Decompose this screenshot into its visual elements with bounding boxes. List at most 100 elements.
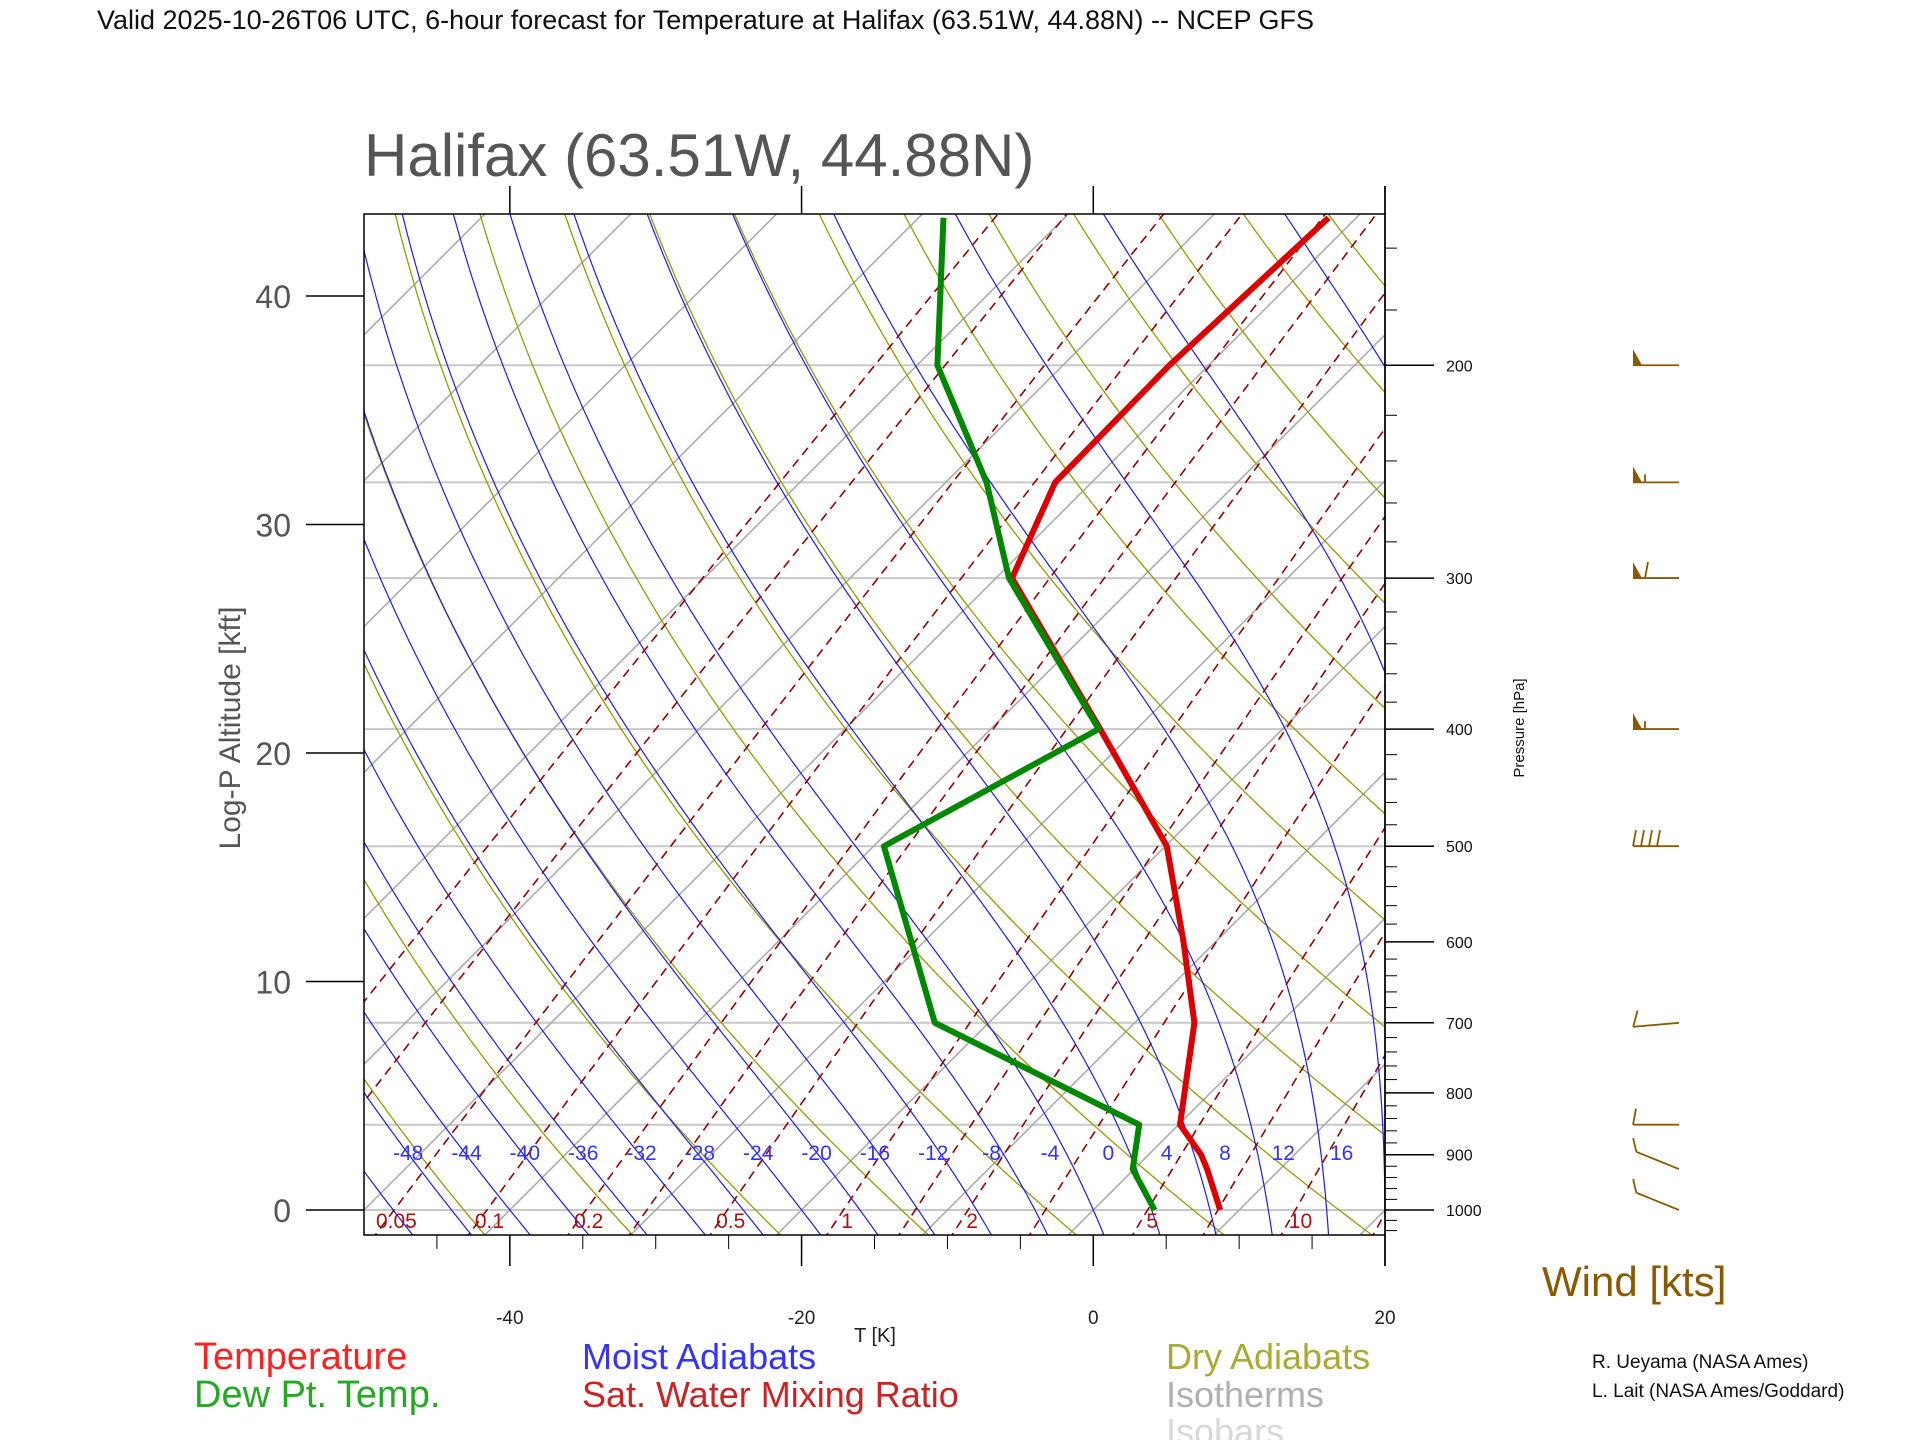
dry-adiabat-line: [648, 214, 1385, 1136]
mixing-ratio-line: [566, 214, 1327, 1235]
dry-adiabat-line: [1801, 178, 1920, 1241]
mixing-ratio-line: [1131, 826, 1385, 1235]
wind-barb-pennant: [1633, 562, 1642, 579]
mixing-ratio-line: [364, 214, 1068, 1103]
pressure-tick-label: 600: [1446, 935, 1473, 952]
isotherm-line: [0, 178, 375, 1241]
dry-adiabat-line: [988, 214, 1385, 710]
y-tick-label: 30: [255, 508, 291, 544]
moist-adiabat-label: 4: [1161, 1142, 1173, 1165]
y-tick-label: 10: [255, 965, 291, 1001]
mixing-ratio-line: [1536, 178, 1920, 1241]
moist-adiabat-line: [0, 178, 299, 1241]
moist-adiabat-line: [364, 648, 764, 1235]
moist-adiabat-line: [364, 537, 822, 1235]
mixing-ratio-line: [1438, 178, 1920, 1241]
pressure-tick-label: 300: [1446, 571, 1473, 588]
moist-adiabat-line: [833, 214, 1330, 1235]
isotherm-line: [921, 771, 1385, 1235]
moist-adiabat-label: -48: [393, 1142, 423, 1165]
moist-adiabat-line: [1612, 178, 1739, 1241]
moist-adiabat-line: [1102, 214, 1385, 675]
isotherm-line: [364, 214, 1070, 920]
dry-adiabat-line: [364, 1077, 486, 1235]
mixing-ratio-line: [951, 582, 1385, 1235]
mixing-ratio-label: 0.1: [475, 1210, 504, 1233]
mixing-ratio-line: [1028, 683, 1385, 1235]
mixing-ratio-line: [825, 427, 1385, 1235]
moist-adiabat-label: -20: [801, 1142, 831, 1165]
mixing-ratio-line: [897, 515, 1385, 1235]
axis-labels: -48 -44 -40 -36 -32 -28 -24 -20 -16 -12 -8 -4 0 4 8 12 1…: [255, 279, 1481, 1329]
legend-dewpoint: Dew Pt. Temp.: [194, 1374, 440, 1416]
isotherm-line: [364, 214, 778, 628]
wind-barb-shaft: [1636, 1191, 1680, 1211]
isotherm-line: [364, 214, 924, 774]
dry-adiabat-line: [364, 411, 930, 1235]
dewpoint-line: [880, 217, 1158, 1212]
x-tick-label: -40: [496, 1308, 523, 1329]
dry-adiabat-line: [479, 214, 1226, 1235]
mixing-ratio-line: [628, 214, 1378, 1235]
pressure-tick-label: 500: [1446, 839, 1473, 856]
wind-barb-pennant: [1633, 466, 1642, 483]
isotherm-line: [775, 625, 1385, 1235]
legend-dry-adiabats: Dry Adiabats: [1166, 1336, 1370, 1377]
moist-adiabat-label: -8: [982, 1142, 1001, 1165]
wind-barb: [1633, 713, 1679, 730]
temperature-line: [1009, 215, 1331, 1211]
isotherm-line: [1646, 178, 1920, 1241]
moist-adiabat-label: -44: [451, 1142, 482, 1165]
wind-barb: [1633, 349, 1679, 367]
dry-adiabat-line: [1385, 178, 1920, 1241]
isotherm-line: [629, 479, 1385, 1235]
moist-adiabat-label: -16: [860, 1142, 890, 1165]
pressure-tick-label: 200: [1446, 358, 1473, 375]
moist-adiabat-line: [364, 748, 707, 1235]
isotherm-line: [0, 178, 229, 1241]
wind-barb-pennant: [1633, 713, 1642, 730]
mixing-ratio-label: 0.05: [376, 1210, 417, 1233]
wind-barb: [1632, 1108, 1679, 1126]
moist-adiabat-line: [401, 214, 993, 1235]
dry-adiabat-line: [1551, 178, 1920, 1241]
dry-adiabat-line: [364, 662, 782, 1235]
isotherm-line: [1358, 1208, 1385, 1235]
isotherm-line: [483, 333, 1385, 1235]
isotherm-line: [1500, 178, 1920, 1241]
moist-adiabat-label: -32: [626, 1142, 656, 1165]
moist-adiabat-line: [364, 1091, 473, 1235]
wind-barb-full: [1632, 1010, 1639, 1028]
mixing-ratio-line: [374, 214, 1165, 1235]
moist-adiabat-label: -36: [568, 1142, 598, 1165]
moist-adiabat-label: -40: [510, 1142, 540, 1165]
y-axis-label: Log-P Altitude [kft]: [214, 607, 247, 850]
plot-frame: [363, 213, 1386, 1236]
mixing-ratio-label: 10: [1289, 1210, 1312, 1233]
dry-adiabat-line: [1884, 178, 1920, 1241]
mixing-ratio-label: 0.5: [716, 1210, 745, 1233]
wind-barb: [1632, 830, 1679, 848]
wind-barb-pennant: [1633, 349, 1642, 366]
wind-barb-full: [1640, 830, 1645, 847]
pressure-tick-label: 700: [1446, 1016, 1473, 1033]
header-title: Valid 2025-10-26T06 UTC, 6-hour forecast…: [97, 5, 1314, 35]
profile-lines: [880, 215, 1331, 1212]
mixing-ratio-line: [467, 214, 1244, 1235]
mixing-ratio-label: 2: [966, 1210, 978, 1233]
wind-barbs: [1632, 349, 1680, 1211]
dry-adiabat-line: [1634, 178, 1920, 1241]
moist-adiabat-label: -4: [1041, 1142, 1060, 1165]
wind-barb: [1633, 561, 1679, 579]
credit-line-2: L. Lait (NASA Ames/Goddard): [1592, 1381, 1844, 1402]
mixing-ratio-label: 0.2: [574, 1210, 603, 1233]
dry-adiabat-line: [564, 214, 1374, 1235]
moist-adiabat-line: [646, 214, 1217, 1235]
pressure-tick-label: 1000: [1446, 1203, 1482, 1220]
moist-adiabat-line: [452, 214, 1049, 1235]
mixing-ratio-line: [364, 214, 999, 1003]
moist-adiabat-line: [1476, 178, 1621, 1241]
plot-background-lines: [0, 178, 1920, 1241]
mixing-ratio-label: 5: [1146, 1210, 1158, 1233]
